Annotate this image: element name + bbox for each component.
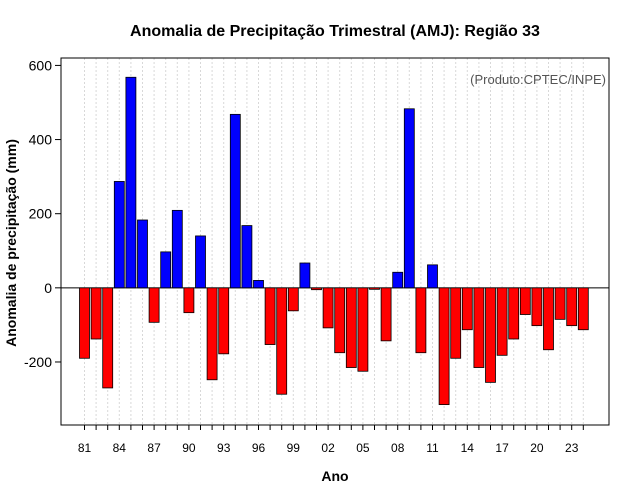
bar: [148, 287, 160, 323]
source-annotation: (Produto:CPTEC/INPE): [470, 72, 606, 87]
bar: [113, 181, 125, 289]
bar: [450, 287, 462, 359]
bar: [253, 280, 264, 289]
bar: [415, 287, 427, 354]
bar: [531, 287, 543, 327]
bar: [287, 287, 299, 312]
x-tick-label: 96: [252, 441, 266, 455]
bar: [334, 287, 346, 354]
x-tick-label: 84: [113, 441, 127, 455]
bar: [369, 287, 380, 290]
bar: [299, 262, 311, 289]
bar: [403, 108, 415, 289]
x-axis: 81 84 87 90 93 96 99 02 05 08 11 14 17 20 23: [78, 425, 584, 455]
bar: [485, 287, 496, 383]
bar: [241, 225, 253, 289]
bar: [438, 287, 450, 406]
y-axis-title: Anomalia de precipitação (mm): [3, 139, 19, 347]
x-tick-label: 81: [78, 441, 92, 455]
bar: [519, 287, 531, 315]
y-tick-label: 400: [29, 132, 53, 148]
x-tick-label: 90: [182, 441, 196, 455]
bar: [206, 287, 218, 381]
bar: [229, 113, 241, 289]
x-tick-label: 17: [495, 441, 509, 455]
x-tick-label: 87: [147, 441, 161, 455]
x-tick-label: 99: [287, 441, 301, 455]
bar: [218, 287, 230, 355]
bar: [160, 251, 172, 289]
bar: [102, 287, 114, 389]
x-tick-label: 11: [426, 441, 439, 455]
bars: [79, 76, 589, 406]
x-tick-label: 20: [530, 441, 544, 455]
bar: [461, 287, 473, 331]
bar: [508, 287, 520, 340]
bar: [322, 287, 334, 329]
x-tick-label: 08: [391, 441, 405, 455]
bar: [554, 287, 566, 320]
bar: [125, 76, 137, 289]
x-tick-label: 05: [356, 441, 370, 455]
x-tick-label: 23: [565, 441, 579, 455]
bar: [380, 287, 392, 342]
bar: [427, 264, 438, 289]
x-tick-label: 93: [217, 441, 231, 455]
x-axis-title: Ano: [321, 468, 348, 484]
bar: [577, 287, 589, 331]
bar: [137, 219, 148, 289]
x-tick-label: 02: [321, 441, 335, 455]
bar: [195, 235, 206, 289]
bar: [276, 287, 288, 395]
bar: [264, 287, 276, 345]
bar: [90, 287, 102, 340]
y-tick-label: 0: [44, 280, 52, 296]
chart-title: Anomalia de Precipitação Trimestral (AMJ…: [130, 23, 540, 40]
y-axis: -200 0 200 400 600: [24, 57, 61, 370]
y-tick-label: -200: [24, 354, 52, 370]
plot-frame: [60, 57, 610, 426]
bar: [473, 287, 485, 368]
bar: [357, 287, 369, 372]
bar: [311, 287, 322, 291]
y-tick-label: 600: [29, 57, 53, 73]
bar: [79, 287, 90, 359]
bar: [171, 209, 183, 289]
bar: [566, 287, 578, 327]
bar: [345, 287, 357, 368]
bar: [543, 287, 554, 351]
grid-lines: [84, 58, 584, 425]
x-tick-label: 14: [461, 441, 475, 455]
bar: [392, 271, 404, 289]
y-tick-label: 200: [29, 206, 53, 222]
bar: [496, 287, 508, 356]
bar: [183, 287, 195, 314]
